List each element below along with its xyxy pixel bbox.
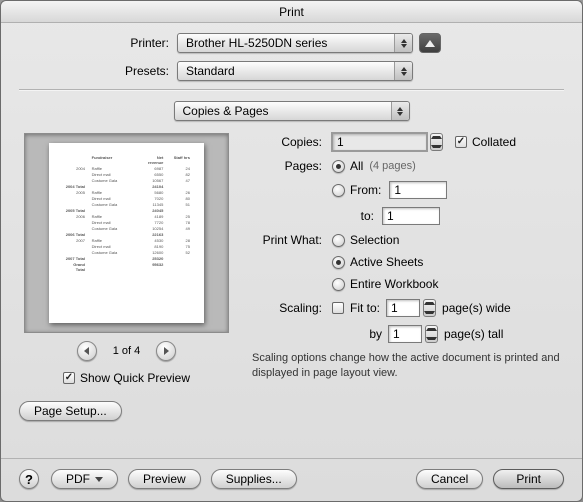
- pages-tall-label: page(s) tall: [444, 327, 503, 341]
- radio-icon: [332, 184, 345, 197]
- cancel-button[interactable]: Cancel: [416, 469, 483, 489]
- page-count: (4 pages): [369, 160, 415, 172]
- printer-select[interactable]: Brother HL-5250DN series: [177, 33, 413, 53]
- fit-wide-stepper[interactable]: [423, 299, 436, 317]
- page-setup-button[interactable]: Page Setup...: [19, 401, 122, 421]
- print-button[interactable]: Print: [493, 469, 564, 489]
- show-quick-preview-checkbox[interactable]: [63, 372, 75, 384]
- select-arrows-icon: [394, 34, 412, 52]
- printer-value: Brother HL-5250DN series: [186, 36, 327, 50]
- pages-label: Pages:: [252, 159, 332, 173]
- pager-text: 1 of 4: [113, 345, 141, 357]
- show-quick-preview-label: Show Quick Preview: [80, 371, 190, 385]
- section-value: Copies & Pages: [183, 104, 269, 118]
- fit-tall-input[interactable]: 1: [388, 325, 422, 343]
- separator: [19, 89, 564, 91]
- preview-button[interactable]: Preview: [128, 469, 201, 489]
- triangle-right-icon: [164, 347, 169, 355]
- scaling-note: Scaling options change how the active do…: [252, 351, 564, 382]
- next-page-button[interactable]: [156, 341, 176, 361]
- print-dialog: Print Printer: Brother HL-5250DN series …: [0, 0, 583, 502]
- radio-icon: [332, 160, 345, 173]
- print-what-label: Print What:: [252, 233, 332, 247]
- preview-well: FundraiserNet revenueStaff hrs2004Raffle…: [24, 133, 229, 333]
- print-what-selection-radio[interactable]: Selection: [332, 233, 399, 247]
- printer-label: Printer:: [19, 36, 177, 50]
- fit-to-checkbox[interactable]: [332, 302, 344, 314]
- from-input[interactable]: 1: [389, 181, 447, 199]
- expand-button[interactable]: [419, 33, 441, 53]
- fit-wide-input[interactable]: 1: [386, 299, 420, 317]
- fit-tall-stepper[interactable]: [425, 325, 438, 343]
- presets-select[interactable]: Standard: [177, 61, 413, 81]
- help-button[interactable]: ?: [19, 469, 39, 489]
- presets-value: Standard: [186, 64, 235, 78]
- select-arrows-icon: [394, 62, 412, 80]
- fit-to-label: Fit to:: [350, 301, 380, 315]
- scaling-label: Scaling:: [252, 301, 332, 315]
- supplies-button[interactable]: Supplies...: [211, 469, 297, 489]
- triangle-left-icon: [84, 347, 89, 355]
- by-label: by: [332, 327, 388, 341]
- copies-label: Copies:: [252, 135, 332, 149]
- preview-page: FundraiserNet revenueStaff hrs2004Raffle…: [49, 143, 204, 323]
- pdf-menu-button[interactable]: PDF: [51, 469, 118, 489]
- to-label: to:: [332, 209, 382, 223]
- bottom-bar: ? PDF Preview Supplies... Cancel Print: [1, 458, 582, 501]
- radio-icon: [332, 234, 345, 247]
- pages-all-radio[interactable]: All (4 pages): [332, 159, 416, 173]
- window-title: Print: [279, 5, 304, 19]
- pages-wide-label: page(s) wide: [442, 301, 511, 315]
- to-input[interactable]: 1: [382, 207, 440, 225]
- collated-checkbox[interactable]: [455, 136, 467, 148]
- presets-label: Presets:: [19, 64, 177, 78]
- copies-input[interactable]: 1: [332, 133, 427, 151]
- pages-from-radio[interactable]: From:: [332, 183, 381, 197]
- radio-icon: [332, 256, 345, 269]
- titlebar: Print: [1, 1, 582, 23]
- triangle-up-icon: [425, 40, 435, 47]
- radio-icon: [332, 278, 345, 291]
- collated-label: Collated: [472, 135, 516, 149]
- prev-page-button[interactable]: [77, 341, 97, 361]
- copies-stepper[interactable]: [430, 133, 443, 151]
- section-select[interactable]: Copies & Pages: [174, 101, 410, 121]
- select-arrows-icon: [391, 102, 409, 120]
- print-what-active-sheets-radio[interactable]: Active Sheets: [332, 255, 423, 269]
- print-what-entire-workbook-radio[interactable]: Entire Workbook: [332, 277, 438, 291]
